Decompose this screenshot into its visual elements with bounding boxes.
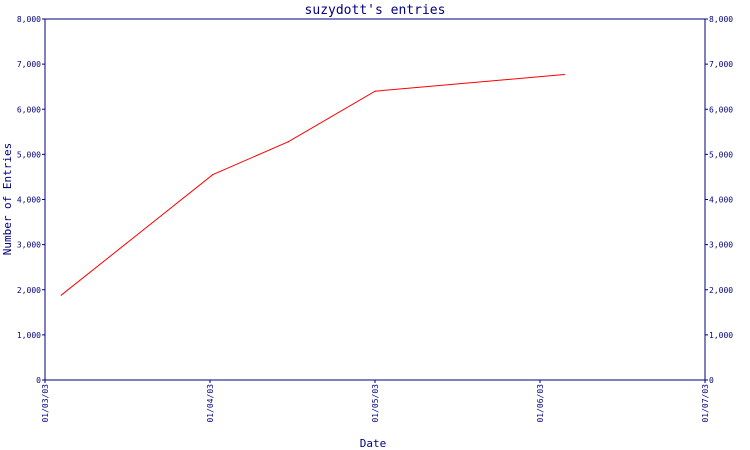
data-point [287,141,290,143]
chart-title: suzydott's entries [305,3,446,18]
data-point [374,90,376,92]
y-tick-label-left: 5,000 [17,150,41,159]
x-tick-label: 01/03/03 [41,384,50,423]
y-tick-label-right: 1,000 [709,331,733,340]
x-tick-label: 01/07/03 [701,384,710,423]
y-tick-label-right: 4,000 [709,196,733,205]
series-line [60,74,565,296]
y-tick-label-left: 1,000 [17,331,41,340]
x-tick-label: 01/04/03 [206,384,215,423]
data-point [212,174,214,176]
y-axis-left: 0 1,000 2,000 3,000 4,000 5,000 6,000 7,000 8,00… [17,15,45,385]
x-axis-label: Date [360,437,387,450]
plot-frame [44,18,706,381]
y-tick-label-left: 6,000 [17,105,41,114]
y-tick-label-right: 2,000 [709,286,733,295]
y-tick-label-left: 3,000 [17,241,41,250]
y-tick-label-right: 8,000 [709,15,733,24]
x-tick-label: 01/06/03 [536,384,545,423]
y-axis-label: Number of Entries [1,143,14,256]
y-tick-label-right: 0 [709,376,714,385]
y-axis-right: 0 1,000 2,000 3,000 4,000 5,000 6,000 7,000 8,00… [705,15,733,385]
x-axis: 01/03/03 01/04/03 01/05/03 01/06/03 01/07/03 [41,380,710,423]
x-tick-label: 01/05/03 [371,384,380,423]
y-tick-label-right: 5,000 [709,150,733,159]
y-tick-label-left: 7,000 [17,60,41,69]
series-group [60,73,565,296]
data-point [60,294,62,296]
y-tick-label-right: 3,000 [709,241,733,250]
y-tick-label-right: 6,000 [709,105,733,114]
data-point [563,73,565,76]
y-tick-label-left: 8,000 [17,15,41,24]
y-tick-label-left: 0 [36,376,41,385]
y-tick-label-left: 4,000 [17,196,41,205]
y-tick-label-left: 2,000 [17,286,41,295]
y-tick-label-right: 7,000 [709,60,733,69]
